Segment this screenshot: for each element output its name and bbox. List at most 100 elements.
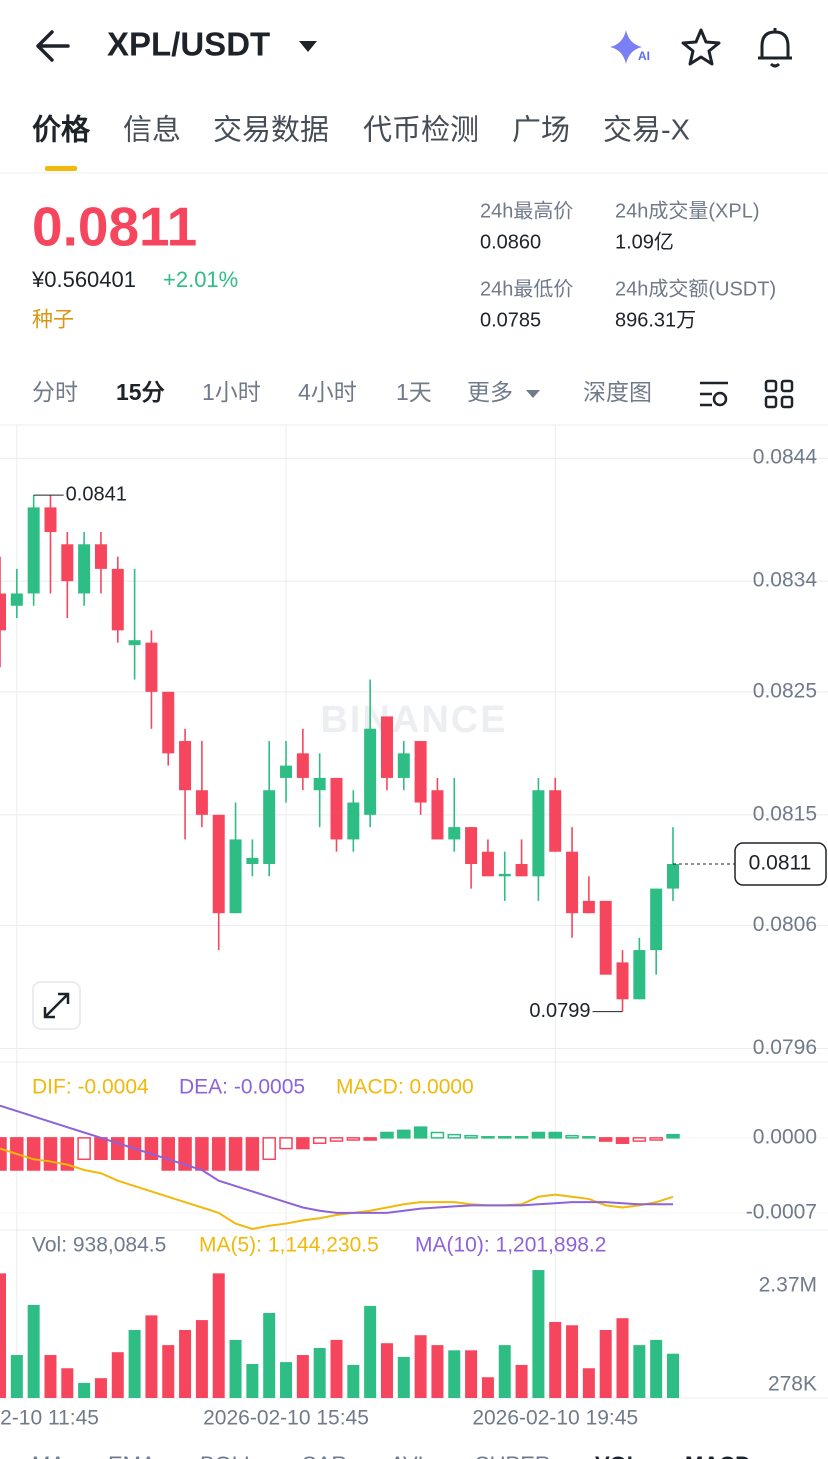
macd-bar xyxy=(363,1137,377,1141)
macd-bar xyxy=(94,1137,108,1161)
volume-bar xyxy=(61,1368,74,1398)
candle-body xyxy=(27,507,40,594)
volume-bar xyxy=(27,1304,40,1398)
macd-line xyxy=(0,1104,673,1214)
candle-body xyxy=(111,568,124,631)
macd-bar xyxy=(77,1137,91,1161)
last-price-box xyxy=(734,842,827,886)
interval-tab[interactable]: 深度图 xyxy=(583,379,652,405)
y-tick-label: 0.0844 xyxy=(753,446,818,469)
ai-button[interactable]: AI xyxy=(610,30,650,64)
indicator-tab[interactable]: MACD xyxy=(685,1452,751,1459)
volume-bar xyxy=(313,1347,326,1398)
volume-bar xyxy=(212,1273,225,1398)
interval-tab[interactable]: 15分 xyxy=(116,379,165,405)
macd-bar xyxy=(447,1133,462,1139)
volume-bar xyxy=(111,1352,124,1398)
tab[interactable]: 交易数据 xyxy=(213,114,329,147)
favorite-button[interactable] xyxy=(681,28,721,66)
macd-bar xyxy=(464,1134,478,1139)
interval-tab[interactable]: 1小时 xyxy=(202,379,261,405)
indicator-tab[interactable]: SAR xyxy=(302,1452,347,1459)
indicator-tab[interactable]: AVL xyxy=(390,1452,430,1459)
indicator-tab[interactable]: VOL xyxy=(595,1452,640,1459)
macd-legend: DEA: -0.0005 xyxy=(179,1076,305,1099)
macd-bar xyxy=(228,1137,243,1171)
interval-tab[interactable]: 4小时 xyxy=(298,379,357,405)
candle-body xyxy=(481,851,494,877)
y-tick-label: 0.0825 xyxy=(753,679,817,702)
candle-body xyxy=(10,593,23,606)
layout-button[interactable] xyxy=(764,379,794,409)
indicator-tab[interactable]: EMA xyxy=(108,1452,156,1459)
high-marker-label: 0.0841 xyxy=(66,483,127,505)
candle-body xyxy=(431,790,444,840)
fullscreen-button[interactable] xyxy=(32,981,81,1030)
macd-bar xyxy=(582,1136,596,1139)
candle-body xyxy=(246,857,259,865)
volume-bar xyxy=(616,1318,629,1398)
indicator-tab[interactable]: BOLL xyxy=(200,1452,256,1459)
candle-body xyxy=(145,642,158,692)
macd-bar xyxy=(615,1137,630,1144)
back-button[interactable] xyxy=(36,30,70,62)
volume-bar xyxy=(246,1364,259,1398)
volume-bar xyxy=(532,1270,545,1398)
volume-bar xyxy=(380,1343,393,1398)
macd-bar xyxy=(296,1137,310,1150)
volume-bar xyxy=(263,1313,276,1398)
macd-bar xyxy=(245,1137,260,1171)
volume-bar xyxy=(582,1368,595,1398)
candle-body xyxy=(347,802,360,840)
candle-body xyxy=(448,827,461,840)
volume-bar xyxy=(650,1339,663,1398)
candle-body xyxy=(515,864,528,877)
chart-settings-button[interactable] xyxy=(700,381,728,407)
y-tick-label: -0.0007 xyxy=(746,1200,817,1223)
tab[interactable]: 广场 xyxy=(512,114,570,147)
candle-body xyxy=(582,900,595,914)
macd-bar xyxy=(26,1137,41,1171)
macd-legend: MACD: 0.0000 xyxy=(336,1076,474,1099)
macd-bar xyxy=(514,1136,529,1139)
y-tick-label: 0.0834 xyxy=(753,569,818,592)
candle-body xyxy=(599,900,612,975)
indicator-tab[interactable]: SUPER xyxy=(475,1452,551,1459)
volume-bar xyxy=(280,1362,293,1398)
volume-bar xyxy=(633,1345,646,1398)
candle-body xyxy=(280,765,293,778)
macd-bar xyxy=(598,1137,613,1142)
candle-body xyxy=(296,753,309,778)
indicator-tab[interactable]: MA xyxy=(32,1452,65,1459)
x-tick-label: 2026-02-10 19:45 xyxy=(472,1407,638,1430)
candle-body xyxy=(566,851,579,914)
candle-body xyxy=(61,544,74,582)
macd-bar xyxy=(346,1137,361,1141)
macd-bar xyxy=(397,1129,411,1139)
candle-body xyxy=(195,790,208,815)
candle-body xyxy=(179,741,192,791)
interval-tab[interactable]: 1天 xyxy=(396,379,432,405)
macd-bar xyxy=(195,1137,209,1171)
volume-bar xyxy=(347,1364,360,1398)
candle-body xyxy=(616,962,629,1000)
tab[interactable]: 价格 xyxy=(32,114,91,147)
pair-title[interactable]: XPL/USDT xyxy=(107,26,270,63)
tab[interactable]: 代币检测 xyxy=(363,114,479,147)
interval-tab[interactable]: 更多 xyxy=(467,379,513,405)
candle-body xyxy=(44,507,57,532)
pair-dropdown[interactable] xyxy=(299,41,317,52)
volume-bar xyxy=(364,1305,377,1398)
tab[interactable]: 信息 xyxy=(123,114,181,147)
interval-tab[interactable]: 分时 xyxy=(32,379,78,405)
tab-indicator xyxy=(45,166,77,171)
macd-bar xyxy=(565,1134,579,1139)
tab[interactable]: 交易-X xyxy=(603,114,690,147)
alert-button[interactable] xyxy=(758,28,792,68)
more-dropdown[interactable] xyxy=(526,390,540,398)
volume-bar xyxy=(145,1315,158,1398)
candle-body xyxy=(532,790,545,877)
macd-bar xyxy=(531,1131,546,1139)
